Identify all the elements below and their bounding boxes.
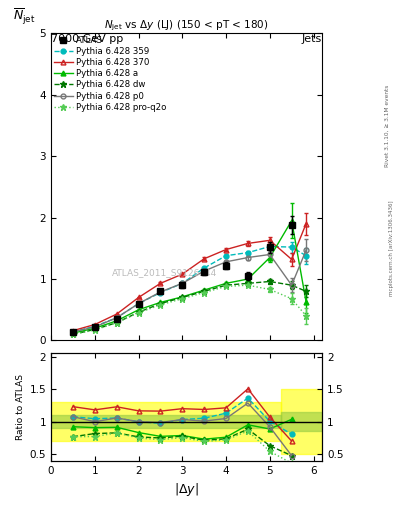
- Y-axis label: Ratio to ATLAS: Ratio to ATLAS: [17, 374, 26, 440]
- Text: mcplots.cern.ch [arXiv:1306.3436]: mcplots.cern.ch [arXiv:1306.3436]: [389, 201, 393, 296]
- Text: Rivet 3.1.10, ≥ 3.1M events: Rivet 3.1.10, ≥ 3.1M events: [385, 84, 389, 166]
- Y-axis label: $\overline{N}_{\mathrm{jet}}$: $\overline{N}_{\mathrm{jet}}$: [13, 7, 35, 27]
- Title: $N_{\rm jet}$ vs $\Delta y$ (LJ) (150 < pT < 180): $N_{\rm jet}$ vs $\Delta y$ (LJ) (150 < …: [105, 18, 269, 33]
- Text: Jets: Jets: [302, 33, 322, 44]
- Text: ATLAS_2011_S9126244: ATLAS_2011_S9126244: [112, 268, 218, 278]
- X-axis label: $|\Delta y|$: $|\Delta y|$: [174, 481, 199, 498]
- Text: 7000 GeV pp: 7000 GeV pp: [51, 33, 123, 44]
- Legend: ATLAS, Pythia 6.428 359, Pythia 6.428 370, Pythia 6.428 a, Pythia 6.428 dw, Pyth: ATLAS, Pythia 6.428 359, Pythia 6.428 37…: [54, 36, 167, 112]
